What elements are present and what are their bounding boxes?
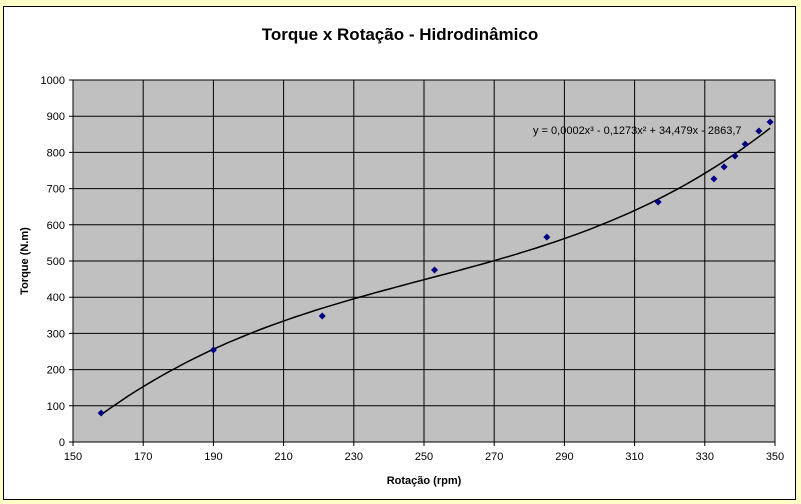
data-point xyxy=(755,127,763,135)
data-point xyxy=(318,312,326,320)
data-point xyxy=(720,163,728,171)
y-tick-label: 1000 xyxy=(41,75,65,87)
y-tick-label: 400 xyxy=(47,292,65,304)
x-tick-label: 310 xyxy=(625,451,643,463)
y-tick-label: 0 xyxy=(59,437,65,449)
x-tick-label: 270 xyxy=(485,451,503,463)
data-point xyxy=(741,140,749,148)
data-point xyxy=(731,152,739,160)
x-tick-label: 250 xyxy=(415,451,433,463)
data-point xyxy=(543,233,551,241)
y-axis-label: Torque (N.m) xyxy=(19,227,31,295)
x-tick-label: 350 xyxy=(766,451,784,463)
data-point xyxy=(97,409,105,417)
y-tick-label: 500 xyxy=(47,256,65,268)
y-tick-label: 800 xyxy=(47,147,65,159)
x-tick-label: 290 xyxy=(555,451,573,463)
x-tick-label: 190 xyxy=(204,451,222,463)
x-tick-label: 170 xyxy=(134,451,152,463)
chart-title: Torque x Rotação - Hidrodinâmico xyxy=(262,25,538,44)
y-tick-label: 900 xyxy=(47,111,65,123)
y-tick-label: 100 xyxy=(47,401,65,413)
trendline-equation: y = 0,0002x³ - 0,1273x² + 34,479x - 2863… xyxy=(533,125,742,137)
x-tick-label: 210 xyxy=(274,451,292,463)
data-point xyxy=(710,175,718,183)
data-point xyxy=(209,346,217,354)
x-tick-label: 150 xyxy=(64,451,82,463)
data-point xyxy=(654,198,662,206)
y-tick-label: 600 xyxy=(47,220,65,232)
y-tick-label: 200 xyxy=(47,365,65,377)
x-tick-label: 330 xyxy=(696,451,714,463)
data-point xyxy=(431,266,439,274)
plot-border xyxy=(72,79,776,443)
y-tick-label: 700 xyxy=(47,184,65,196)
y-tick-label: 300 xyxy=(47,328,65,340)
data-point xyxy=(766,118,774,126)
x-axis-label: Rotação (rpm) xyxy=(387,475,462,487)
x-tick-label: 230 xyxy=(345,451,363,463)
